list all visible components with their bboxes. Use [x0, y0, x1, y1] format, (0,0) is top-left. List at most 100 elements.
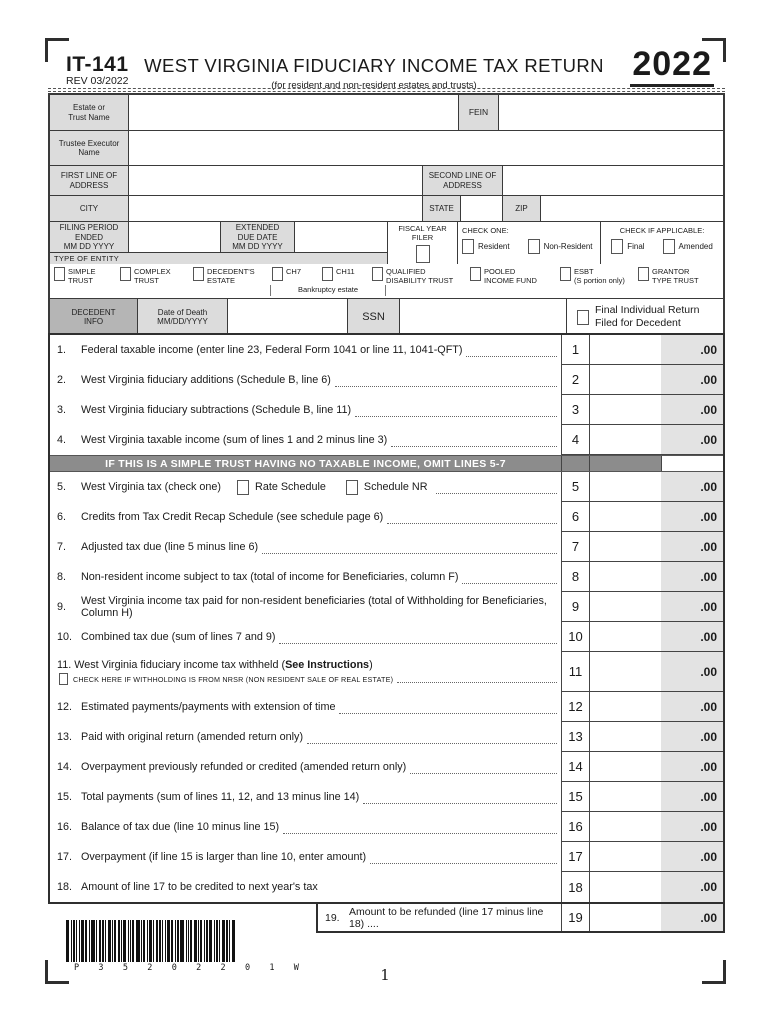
ssn-input[interactable]	[399, 299, 567, 335]
line-11-cents: .00	[661, 652, 723, 691]
line-3-row: 3. West Virginia fiduciary subtractions (…	[50, 395, 723, 425]
page-title: WEST VIRGINIA FIDUCIARY INCOME TAX RETUR…	[144, 55, 604, 76]
address2-input[interactable]	[502, 166, 723, 195]
line-17-cents: .00	[661, 842, 723, 871]
amended-label: Amended	[678, 242, 713, 251]
entity-ch11-checkbox[interactable]	[322, 267, 333, 281]
line-19-row: 19. Amount to be refunded (line 17 minus…	[316, 902, 725, 933]
line-1-cents: .00	[661, 335, 723, 364]
entity-qualified-disability-trust-checkbox[interactable]	[372, 267, 383, 281]
line-1-number-prefix: 1.	[57, 344, 67, 356]
line-12-cents: .00	[661, 692, 723, 721]
final-checkbox[interactable]	[611, 239, 624, 254]
final-individual-return-label: Final Individual Return Filed for Decede…	[595, 304, 700, 329]
entity-decedent-s-estate-checkbox[interactable]	[193, 267, 204, 281]
extended-due-input[interactable]	[294, 222, 387, 253]
barcode-digit: 2	[220, 963, 226, 973]
line-10-number-prefix: 10.	[57, 631, 73, 643]
check-one-label: CHECK ONE:	[462, 226, 509, 235]
line-10-amount-input[interactable]	[590, 622, 661, 651]
tax-lines-table: 1. Federal taxable income (enter line 23,…	[48, 333, 725, 904]
address1-input[interactable]	[128, 166, 422, 195]
entity-option-label: GRANTOR TYPE TRUST	[652, 267, 699, 285]
entity-option-esbt-s-portion-only: ESBT (S portion only)	[560, 267, 640, 285]
entity-ch7-checkbox[interactable]	[272, 267, 283, 281]
entity-option-qualified-disability-trust: QUALIFIED DISABILITY TRUST	[372, 267, 474, 285]
rate-schedule-checkbox[interactable]	[237, 479, 250, 495]
line-3-cents: .00	[661, 395, 723, 424]
entity-option-label: QUALIFIED DISABILITY TRUST	[386, 267, 454, 285]
zip-label: ZIP	[502, 196, 540, 221]
schedule-nr-checkbox[interactable]	[345, 479, 358, 495]
entity-option-decedent-s-estate: DECEDENT'S ESTATE	[193, 267, 271, 285]
line-11-label: 11. West Virginia fiduciary income tax w…	[57, 659, 373, 671]
barcode-digit: P	[74, 963, 80, 973]
fein-input[interactable]	[498, 95, 723, 130]
line-18-amount-input[interactable]	[590, 872, 661, 902]
line-5-amount-input[interactable]	[590, 472, 661, 501]
zip-input[interactable]	[540, 196, 723, 221]
date-of-death-input[interactable]	[227, 299, 347, 335]
line-8-number: 8	[561, 562, 589, 592]
line-13-row: 13. Paid with original return (amended re…	[50, 722, 723, 752]
filing-period-input[interactable]	[128, 222, 220, 253]
line-7-row: 7. Adjusted tax due (line 5 minus line 6)…	[50, 532, 723, 562]
entity-complex-trust-checkbox[interactable]	[120, 267, 131, 281]
final-individual-return-checkbox[interactable]	[577, 309, 589, 325]
line-14-number: 14	[561, 752, 589, 782]
line-8-row: 8. Non-resident income subject to tax (to…	[50, 562, 723, 592]
barcode-digit: 0	[171, 963, 177, 973]
line-6-amount-input[interactable]	[590, 502, 661, 531]
address2-label: SECOND LINE OF ADDRESS	[422, 166, 502, 195]
line-7-number-prefix: 7.	[57, 541, 67, 553]
trustee-name-input[interactable]	[128, 131, 723, 165]
line-9-amount-input[interactable]	[590, 592, 661, 621]
line-13-amount-input[interactable]	[590, 722, 661, 751]
line-1-label: Federal taxable income (enter line 23, F…	[81, 344, 463, 356]
non-resident-checkbox[interactable]	[527, 239, 540, 254]
line-5-number: 5	[561, 472, 589, 502]
line-19-cents: .00	[661, 904, 723, 931]
line-17-amount-input[interactable]	[590, 842, 661, 871]
state-input[interactable]	[460, 196, 502, 221]
line-15-amount-input[interactable]	[590, 782, 661, 811]
line-10-number: 10	[561, 622, 589, 652]
line-3-amount-input[interactable]	[590, 395, 661, 424]
entity-option-complex-trust: COMPLEX TRUST	[120, 267, 186, 285]
estate-name-input[interactable]	[128, 95, 458, 130]
line-14-amount-input[interactable]	[590, 752, 661, 781]
entity-esbt-s-portion-only-checkbox[interactable]	[560, 267, 571, 281]
line-12-amount-input[interactable]	[590, 692, 661, 721]
line-5-number-prefix: 5.	[57, 481, 67, 493]
line-14-number-prefix: 14.	[57, 761, 73, 773]
schedule-nr-label: Schedule NR	[363, 481, 428, 493]
line-1-amount-input[interactable]	[590, 335, 661, 364]
line-8-amount-input[interactable]	[590, 562, 661, 591]
line-9-number: 9	[561, 592, 589, 622]
line-2-number-prefix: 2.	[57, 374, 67, 386]
line-7-label: Adjusted tax due (line 5 minus line 6)	[81, 541, 259, 553]
entity-simple-trust-checkbox[interactable]	[54, 267, 65, 281]
line-7-amount-input[interactable]	[590, 532, 661, 561]
line-19-amount-input[interactable]	[590, 904, 661, 931]
entity-grantor-type-trust-checkbox[interactable]	[638, 267, 649, 281]
line-7-number: 7	[561, 532, 589, 562]
line-9-cents: .00	[661, 592, 723, 621]
line-4-label: West Virginia taxable income (sum of lin…	[81, 434, 388, 446]
line-8-number-prefix: 8.	[57, 571, 67, 583]
line-4-amount-input[interactable]	[590, 425, 661, 454]
line-16-amount-input[interactable]	[590, 812, 661, 841]
resident-checkbox[interactable]	[462, 239, 474, 254]
nrsr-checkbox[interactable]	[59, 673, 68, 685]
city-input[interactable]	[128, 196, 422, 221]
entity-pooled-income-fund-checkbox[interactable]	[470, 267, 481, 281]
entity-option-pooled-income-fund: POOLED INCOME FUND	[470, 267, 546, 285]
line-2-amount-input[interactable]	[590, 365, 661, 394]
line-10-cents: .00	[661, 622, 723, 651]
fiscal-year-filer-checkbox[interactable]	[415, 245, 430, 263]
corner-mark-top-right	[702, 38, 726, 62]
line-11-amount-input[interactable]	[590, 652, 661, 691]
decedent-info-label: DECEDENT INFO	[50, 299, 137, 335]
amended-checkbox[interactable]	[662, 239, 675, 254]
barcode-digits: P 3 5 2 0 2 2 0 1 W	[74, 963, 299, 973]
